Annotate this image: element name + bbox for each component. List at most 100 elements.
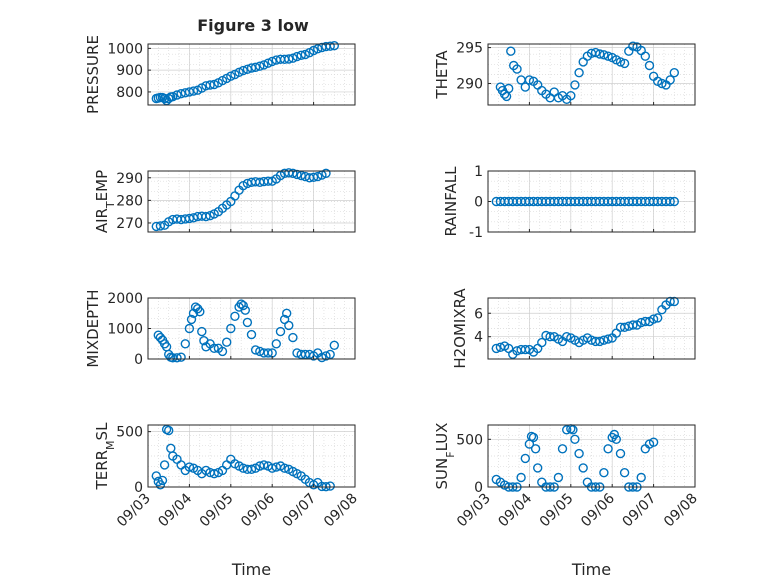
axes-frame: [147, 424, 356, 488]
data-point: [524, 75, 535, 85]
figure-title: Figure 3 low: [197, 16, 309, 35]
data-point: [615, 57, 626, 67]
data-point: [172, 90, 182, 100]
x-tick-label: 09/07: [620, 491, 660, 531]
data-point: [246, 329, 257, 340]
data-series: [151, 424, 335, 492]
data-point: [238, 300, 248, 311]
y-axis-label: MIXDEPTH: [84, 289, 102, 367]
data-point: [263, 176, 273, 186]
data-point: [321, 168, 331, 179]
y-tick-label: 500: [456, 432, 483, 448]
data-point: [155, 332, 166, 343]
y-tick-label: 1000: [107, 322, 143, 338]
data-point: [240, 305, 251, 315]
axes-frame: [147, 170, 356, 233]
data-point: [619, 322, 630, 332]
data-series: [151, 41, 339, 106]
data-point: [325, 349, 335, 360]
y-axis-label: PRESSURE: [84, 35, 102, 114]
data-point: [226, 71, 236, 81]
data-point: [296, 50, 306, 60]
y-tick-label: 1000: [107, 41, 143, 57]
y-tick-label: 2000: [107, 291, 143, 307]
data-point: [209, 469, 219, 479]
y-tick-label: 900: [116, 63, 143, 79]
data-point: [665, 196, 675, 207]
data-point: [313, 44, 323, 54]
data-point: [520, 453, 530, 464]
x-tick-label: 09/05: [197, 491, 237, 531]
axes-frame: [487, 424, 696, 488]
data-point: [288, 53, 298, 63]
y-axis-label-part: SUN: [433, 458, 451, 490]
data-point: [528, 432, 539, 443]
data-point: [609, 429, 619, 440]
data-point: [271, 339, 281, 349]
data-point: [168, 91, 178, 102]
x-tick-label: 09/08: [321, 491, 361, 531]
axes-frame: [487, 297, 696, 360]
data-point: [205, 80, 215, 90]
y-axis-label-part: EMP: [93, 170, 111, 201]
y-axis-label: SUNFLUX: [433, 423, 457, 490]
data-point: [603, 444, 613, 454]
data-point: [279, 463, 290, 473]
data-point: [619, 468, 630, 478]
data-point: [506, 46, 516, 56]
data-point: [568, 425, 578, 435]
data-point: [292, 51, 302, 62]
data-point: [155, 480, 166, 490]
y-axis-label-part: SL: [93, 422, 111, 441]
data-point: [284, 320, 294, 331]
data-point: [275, 326, 286, 337]
subplot-theta: 290 295 THETA: [433, 41, 696, 106]
y-tick-label: 6: [474, 306, 483, 322]
data-point: [578, 463, 588, 473]
data-point: [308, 172, 319, 183]
data-point: [595, 49, 605, 59]
data-point: [562, 425, 572, 435]
data-point: [195, 307, 205, 317]
data-point: [163, 425, 174, 436]
y-tick-label: 0: [474, 195, 483, 211]
data-point: [570, 434, 580, 444]
data-point: [545, 332, 555, 342]
data-point: [520, 82, 530, 92]
y-tick-label: -1: [469, 225, 483, 241]
x-tick-label: 09/04: [495, 490, 535, 530]
data-point: [665, 75, 675, 85]
data-point: [636, 472, 646, 483]
axes-frame: [147, 43, 356, 106]
y-axis-label: TERRMSL: [93, 422, 117, 491]
data-point: [159, 460, 170, 470]
data-point: [562, 332, 572, 342]
y-tick-label: 500: [116, 425, 143, 441]
data-point: [201, 211, 211, 222]
data-point: [504, 83, 514, 94]
data-point: [599, 468, 609, 478]
data-point: [599, 50, 609, 60]
data-point: [308, 45, 319, 56]
y-axis-label-part: TERR: [93, 450, 111, 491]
data-point: [628, 41, 638, 51]
data-point: [300, 49, 310, 60]
y-tick-label: 290: [456, 76, 483, 92]
data-point: [184, 462, 195, 472]
y-axis-label: RAINFALL: [442, 166, 460, 237]
y-tick-label: 0: [134, 352, 143, 368]
data-point: [574, 67, 584, 78]
data-point: [537, 337, 547, 348]
y-tick-label: 280: [116, 193, 143, 209]
data-point: [640, 316, 650, 327]
y-axis-label: THETA: [433, 50, 451, 100]
data-point: [176, 352, 186, 362]
data-point: [246, 464, 257, 474]
data-point: [553, 472, 564, 483]
data-series: [495, 41, 679, 105]
x-axis-label: Time: [571, 560, 611, 579]
data-point: [197, 326, 207, 337]
axes-frame: [487, 43, 696, 106]
data-point: [325, 41, 335, 51]
